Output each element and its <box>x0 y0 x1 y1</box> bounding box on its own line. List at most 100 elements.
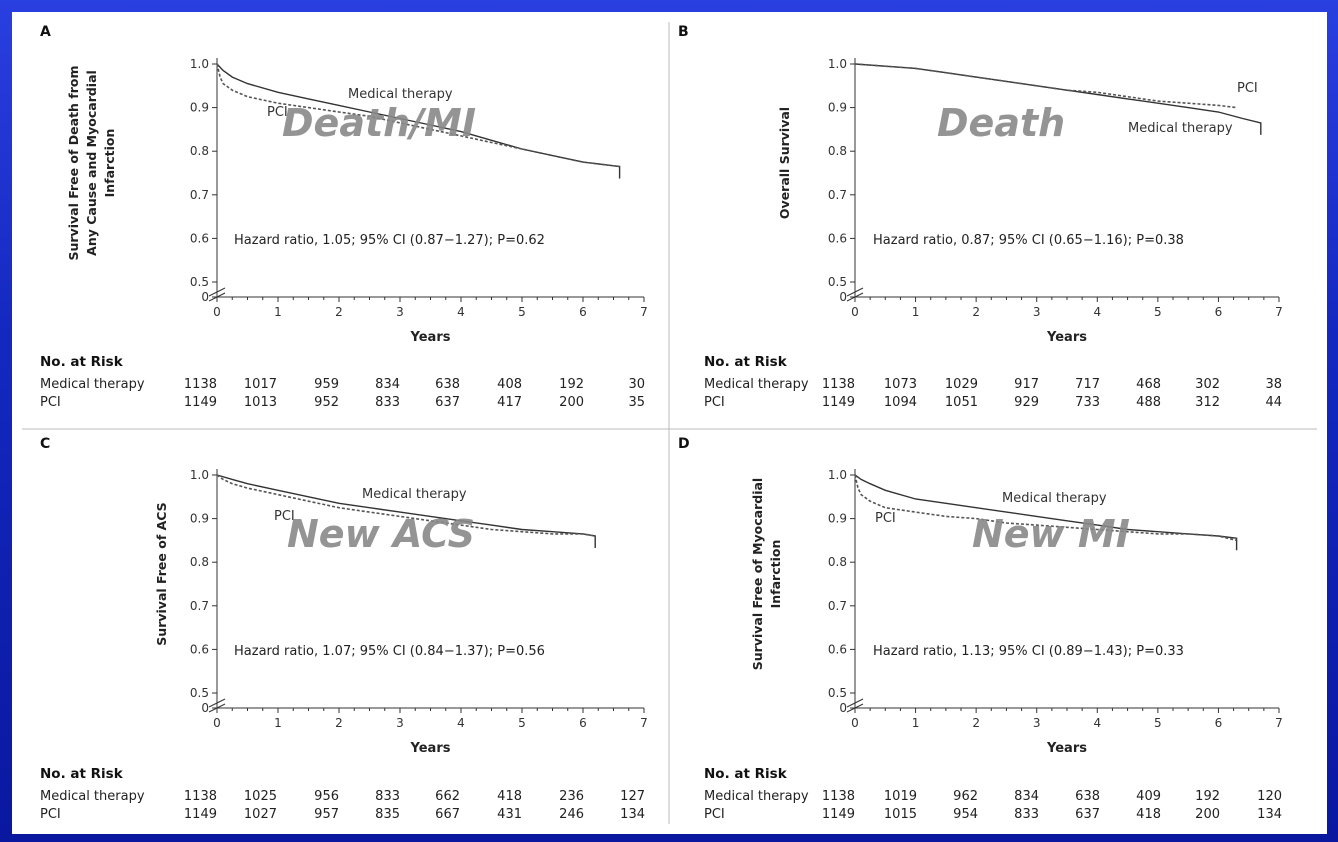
risk-cell-pci: 1149 <box>822 807 855 822</box>
x-axis-label: Years <box>410 741 451 756</box>
x-tick-label: 0 <box>851 716 859 730</box>
x-tick-label: 0 <box>213 305 221 319</box>
x-tick-label: 2 <box>972 716 980 730</box>
x-tick-label: 7 <box>1275 305 1283 319</box>
risk-cell-pci: 1013 <box>244 395 277 410</box>
panel-letter: B <box>678 24 689 40</box>
x-tick-label: 7 <box>1275 716 1283 730</box>
x-tick-label: 5 <box>518 716 526 730</box>
y-tick-label: 0.7 <box>190 599 209 613</box>
y-tick-label: 0.6 <box>828 231 847 245</box>
panel-d: D00.50.60.70.80.91.00 1 2 3 4 5 6 7YearsSurviva… <box>678 436 1283 822</box>
y-tick-label: 0.5 <box>190 275 209 289</box>
series-label-pci: PCI <box>274 509 295 524</box>
risk-cell-medical: 1138 <box>822 789 855 804</box>
risk-cell-medical: 1019 <box>884 789 917 804</box>
risk-row-label-pci: PCI <box>40 807 61 822</box>
x-tick-label: 0 <box>213 716 221 730</box>
risk-cell-medical: 1138 <box>184 789 217 804</box>
y-tick-label: 0.5 <box>190 686 209 700</box>
outcome-overlay-label: Death/MI <box>282 101 476 145</box>
risk-cell-medical: 1025 <box>244 789 277 804</box>
y-tick-label: 0.8 <box>190 144 209 158</box>
risk-cell-pci: 667 <box>435 807 460 822</box>
series-line-medical-therapy <box>216 63 621 179</box>
risk-cell-pci: 35 <box>628 395 645 410</box>
y-tick-label: 0.9 <box>828 101 847 115</box>
risk-cell-pci: 1027 <box>244 807 277 822</box>
risk-cell-medical: 959 <box>314 377 339 392</box>
risk-row-label-pci: PCI <box>704 395 725 410</box>
risk-row-label-medical: Medical therapy <box>40 789 145 804</box>
y-tick-label: 0.9 <box>828 512 847 526</box>
panel-letter: C <box>40 436 50 452</box>
risk-cell-pci: 134 <box>1257 807 1282 822</box>
y-axis-label: Any Cause and Myocardial <box>84 70 99 256</box>
series-line-pci <box>854 63 1237 109</box>
risk-cell-medical: 1138 <box>184 377 217 392</box>
risk-cell-medical: 127 <box>620 789 645 804</box>
x-tick-label: 6 <box>1215 716 1223 730</box>
risk-cell-medical: 834 <box>375 377 400 392</box>
axis-break-mark <box>208 287 226 297</box>
x-tick-label: 1 <box>274 305 282 319</box>
risk-cell-pci: 418 <box>1136 807 1161 822</box>
x-tick-label: 2 <box>972 305 980 319</box>
risk-cell-medical: 38 <box>1265 377 1282 392</box>
x-tick-label: 3 <box>396 716 404 730</box>
risk-row-label-pci: PCI <box>40 395 61 410</box>
y-tick-label: 0 <box>201 701 209 715</box>
x-tick-label: 3 <box>396 305 404 319</box>
y-tick-label: 0.8 <box>828 144 847 158</box>
y-tick-label: 0 <box>201 290 209 304</box>
y-axis-label: Infarction <box>102 129 117 198</box>
y-axis-label: Survival Free of ACS <box>154 502 169 645</box>
risk-cell-pci: 835 <box>375 807 400 822</box>
risk-cell-pci: 134 <box>620 807 645 822</box>
risk-table-header: No. at Risk <box>40 354 124 370</box>
risk-cell-medical: 834 <box>1014 789 1039 804</box>
y-tick-label: 0.5 <box>828 686 847 700</box>
risk-cell-pci: 733 <box>1075 395 1100 410</box>
risk-cell-medical: 638 <box>435 377 460 392</box>
hazard-ratio-annotation: Hazard ratio, 1.07; 95% CI (0.84−1.37); … <box>234 644 545 659</box>
series-line-pci <box>216 63 620 168</box>
risk-cell-pci: 637 <box>435 395 460 410</box>
risk-cell-pci: 1149 <box>184 395 217 410</box>
risk-cell-pci: 417 <box>497 395 522 410</box>
risk-table-header: No. at Risk <box>704 354 788 370</box>
risk-cell-pci: 200 <box>1195 807 1220 822</box>
risk-cell-medical: 192 <box>1195 789 1220 804</box>
x-tick-label: 6 <box>1215 305 1223 319</box>
risk-cell-pci: 1149 <box>822 395 855 410</box>
y-axis-label: Survival Free of Myocardial <box>750 478 765 670</box>
x-tick-label: 5 <box>1154 716 1162 730</box>
risk-cell-pci: 1094 <box>884 395 917 410</box>
risk-row-label-medical: Medical therapy <box>40 377 145 392</box>
x-axis-label: Years <box>1046 741 1087 756</box>
risk-cell-pci: 488 <box>1136 395 1161 410</box>
outcome-overlay-label: Death <box>937 101 1065 145</box>
panel-a: A00.50.60.70.80.91.00 1 2 3 4 5 6 7YearsSurviva… <box>40 24 648 410</box>
risk-cell-pci: 929 <box>1014 395 1039 410</box>
risk-cell-pci: 200 <box>559 395 584 410</box>
outcome-overlay-label: New MI <box>972 512 1130 556</box>
risk-cell-medical: 962 <box>953 789 978 804</box>
risk-cell-medical: 833 <box>375 789 400 804</box>
series-label-medical-therapy: Medical therapy <box>1128 121 1233 136</box>
x-tick-label: 3 <box>1033 716 1041 730</box>
risk-cell-medical: 409 <box>1136 789 1161 804</box>
y-tick-label: 1.0 <box>828 57 847 71</box>
risk-cell-medical: 956 <box>314 789 339 804</box>
y-tick-label: 0.9 <box>190 101 209 115</box>
y-axis-label: Survival Free of Death from <box>66 65 81 260</box>
x-tick-label: 5 <box>1154 305 1162 319</box>
risk-table-header: No. at Risk <box>40 766 124 782</box>
axis-break-mark <box>846 698 864 708</box>
x-axis-label: Years <box>1046 330 1087 345</box>
x-tick-label: 1 <box>912 305 920 319</box>
risk-cell-medical: 917 <box>1014 377 1039 392</box>
x-tick-label: 6 <box>579 716 587 730</box>
x-tick-label: 7 <box>640 716 648 730</box>
panel-letter: A <box>40 24 51 40</box>
